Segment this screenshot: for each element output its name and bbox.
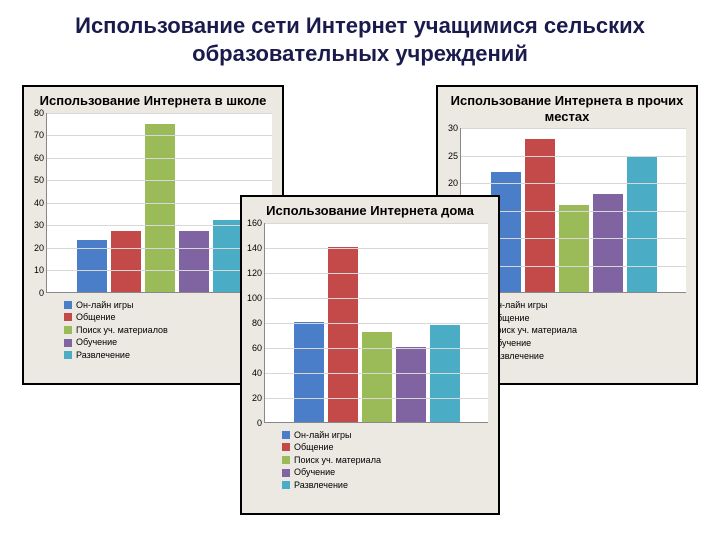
legend-swatch <box>282 456 290 464</box>
gridline <box>47 225 272 226</box>
chart-home-yaxis: 020406080100120140160 <box>242 223 264 423</box>
gridline <box>47 113 272 114</box>
gridline <box>461 128 686 129</box>
gridline <box>47 203 272 204</box>
chart-home-title: Использование Интернета дома <box>242 197 498 223</box>
legend-swatch <box>64 351 72 359</box>
bar-4 <box>627 156 657 293</box>
legend-item: Он-лайн игры <box>282 429 494 442</box>
page-title: Использование сети Интернет учащимися се… <box>0 0 720 75</box>
legend-label: Поиск уч. материала <box>294 454 381 467</box>
legend-item: Общение <box>282 441 494 454</box>
y-tick: 20 <box>34 243 44 253</box>
gridline <box>47 270 272 271</box>
y-tick: 20 <box>448 178 458 188</box>
bar-1 <box>525 139 555 292</box>
gridline <box>47 158 272 159</box>
gridline <box>47 180 272 181</box>
bar-3 <box>179 231 209 291</box>
bar-3 <box>396 347 426 422</box>
chart-home-plot <box>264 223 488 423</box>
y-tick: 120 <box>247 268 262 278</box>
y-tick: 40 <box>252 368 262 378</box>
legend-item: Развлечение <box>478 350 692 363</box>
legend-swatch <box>282 431 290 439</box>
legend-item: Поиск уч. материала <box>478 324 692 337</box>
gridline <box>265 323 488 324</box>
legend-swatch <box>64 301 72 309</box>
gridline <box>265 273 488 274</box>
y-tick: 70 <box>34 130 44 140</box>
bar-1 <box>111 231 141 291</box>
y-tick: 30 <box>448 123 458 133</box>
y-tick: 160 <box>247 218 262 228</box>
y-tick: 60 <box>252 343 262 353</box>
legend-swatch <box>64 313 72 321</box>
gridline <box>265 298 488 299</box>
legend-label: Развлечение <box>76 349 130 362</box>
legend-item: Общение <box>478 312 692 325</box>
legend-label: Обучение <box>294 466 335 479</box>
charts-area: Использование Интернета в школе 0 10 20 30 4… <box>0 75 720 545</box>
legend-label: Поиск уч. материалов <box>76 324 168 337</box>
legend-item: Обучение <box>478 337 692 350</box>
gridline <box>461 156 686 157</box>
bar-3 <box>593 194 623 292</box>
y-tick: 60 <box>34 153 44 163</box>
y-tick: 80 <box>252 318 262 328</box>
legend-label: Общение <box>294 441 333 454</box>
gridline <box>461 183 686 184</box>
bar-4 <box>213 220 243 292</box>
gridline <box>265 348 488 349</box>
legend-item: Поиск уч. материала <box>282 454 494 467</box>
legend-swatch <box>64 339 72 347</box>
chart-home-legend: Он-лайн игрыОбщениеПоиск уч. материалаОб… <box>242 423 498 498</box>
y-tick: 30 <box>34 220 44 230</box>
y-tick: 20 <box>252 393 262 403</box>
legend-label: Он-лайн игры <box>294 429 352 442</box>
legend-item: Развлечение <box>282 479 494 492</box>
y-tick: 100 <box>247 293 262 303</box>
gridline <box>47 248 272 249</box>
chart-other-title: Использование Интернета в прочих местах <box>438 87 696 128</box>
gridline <box>265 248 488 249</box>
legend-item: Он-лайн игры <box>478 299 692 312</box>
legend-swatch <box>282 469 290 477</box>
y-tick: 80 <box>34 108 44 118</box>
bar-2 <box>145 124 175 292</box>
chart-home: Использование Интернета дома 0 20 40 60 80 10… <box>240 195 500 515</box>
legend-label: Развлечение <box>294 479 348 492</box>
y-tick: 25 <box>448 151 458 161</box>
bar-2 <box>559 205 589 292</box>
gridline <box>47 135 272 136</box>
y-tick: 50 <box>34 175 44 185</box>
y-tick: 0 <box>257 418 262 428</box>
legend-label: Поиск уч. материала <box>490 324 577 337</box>
y-tick: 10 <box>34 265 44 275</box>
bar-2 <box>362 332 392 422</box>
chart-school-yaxis: 01020304050607080 <box>24 113 46 293</box>
y-tick: 0 <box>39 288 44 298</box>
legend-swatch <box>64 326 72 334</box>
gridline <box>265 223 488 224</box>
legend-item: Обучение <box>282 466 494 479</box>
legend-swatch <box>282 443 290 451</box>
chart-school-title: Использование Интернета в школе <box>24 87 282 113</box>
gridline <box>265 398 488 399</box>
legend-label: Обучение <box>76 336 117 349</box>
legend-label: Общение <box>76 311 115 324</box>
legend-label: Он-лайн игры <box>76 299 134 312</box>
y-tick: 140 <box>247 243 262 253</box>
gridline <box>265 373 488 374</box>
chart-school-plot <box>46 113 272 293</box>
y-tick: 40 <box>34 198 44 208</box>
legend-swatch <box>282 481 290 489</box>
